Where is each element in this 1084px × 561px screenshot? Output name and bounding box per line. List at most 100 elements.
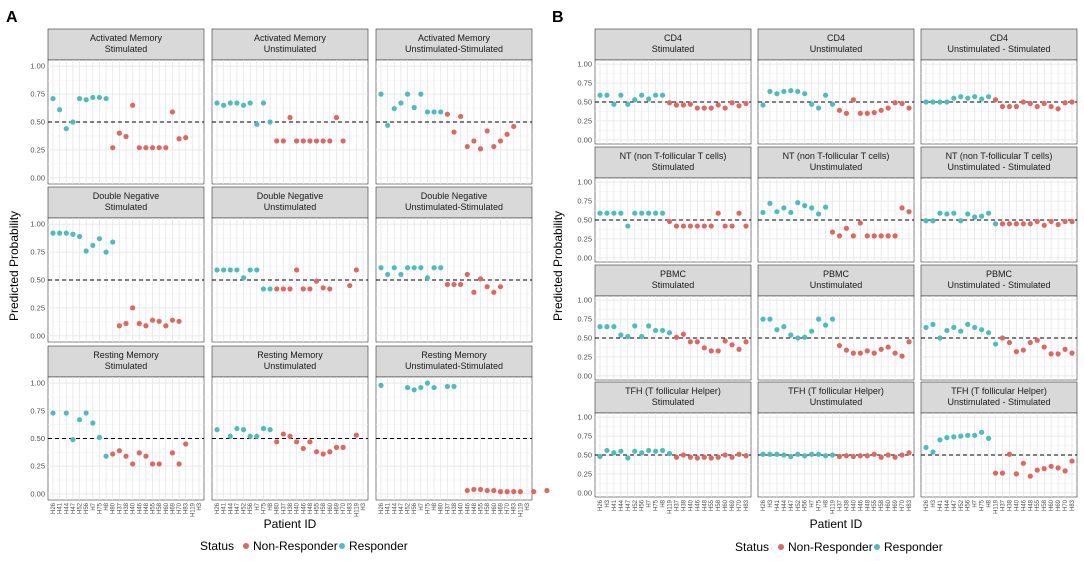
facet: TFH (T follicular Helper)Unstimulated <box>757 381 915 498</box>
point-responder <box>809 451 815 457</box>
point-non-responder <box>850 233 856 239</box>
legend-label-responder: Responder <box>349 539 408 553</box>
point-non-responder <box>136 320 142 327</box>
facet-title-line: Unstimulated-Stimulated <box>405 44 503 54</box>
facet: TFH (T follicular Helper)Stimulated 0.00 0… <box>577 381 752 498</box>
point-non-responder <box>843 110 850 116</box>
point-responder <box>90 94 96 101</box>
point-responder <box>760 451 766 457</box>
panel-b-y-axis-title: Predicted Probability <box>551 211 565 321</box>
x-tick-label: H40 <box>688 499 694 511</box>
point-non-responder <box>451 281 457 288</box>
x-tick-label: H41 <box>222 502 228 514</box>
point-non-responder <box>307 439 313 445</box>
point-non-responder <box>477 146 484 152</box>
point-non-responder <box>307 286 313 292</box>
point-non-responder <box>892 100 898 106</box>
point-non-responder <box>850 350 856 356</box>
facet-title-line: Resting Memory <box>257 350 323 360</box>
point-responder <box>802 203 808 209</box>
point-responder <box>83 410 89 416</box>
point-responder <box>944 435 950 441</box>
point-non-responder <box>110 145 116 151</box>
facet-strip <box>594 264 752 297</box>
point-responder <box>604 447 610 454</box>
point-responder <box>788 88 794 94</box>
point-responder <box>985 330 992 336</box>
point-non-responder <box>743 339 749 345</box>
x-tick-label: H7 <box>91 502 97 510</box>
point-responder <box>611 324 617 330</box>
point-non-responder <box>464 487 470 494</box>
x-tick-label: H69 <box>334 502 340 514</box>
facet-title-line: Stimulated <box>105 202 148 212</box>
point-responder <box>774 451 780 457</box>
facet-strip <box>920 146 1078 179</box>
facet-strip <box>757 381 915 414</box>
point-responder <box>958 328 964 334</box>
x-tick-label: H52 <box>959 499 965 511</box>
point-non-responder <box>1006 451 1013 457</box>
point-non-responder <box>340 444 346 450</box>
point-responder <box>103 249 109 255</box>
point-responder <box>221 102 227 108</box>
point-non-responder <box>864 233 870 239</box>
facet-title-line: CD4 <box>990 33 1008 43</box>
facet-title-line: Stimulated <box>652 44 695 54</box>
point-responder <box>767 451 773 457</box>
point-responder <box>70 437 76 443</box>
x-tick-label: H69 <box>1056 499 1062 511</box>
point-non-responder <box>736 451 742 457</box>
point-non-responder <box>143 453 149 459</box>
point-non-responder <box>708 223 714 229</box>
point-non-responder <box>708 455 714 461</box>
point-non-responder <box>843 347 850 353</box>
x-tick-label: H83 <box>184 502 190 514</box>
point-responder <box>788 332 794 338</box>
point-non-responder <box>333 444 340 450</box>
point-non-responder <box>673 454 680 460</box>
point-non-responder <box>857 453 863 459</box>
x-tick-label: H41 <box>58 502 64 514</box>
y-tick-label: 0.00 <box>577 371 592 380</box>
point-non-responder <box>680 223 687 229</box>
y-tick-label: 0.75 <box>577 315 592 324</box>
x-tick-label: H75 <box>817 499 823 511</box>
facet-title-line: TFH (T follicular Helper) <box>951 386 1047 396</box>
point-responder <box>424 380 431 386</box>
x-tick-label: H37 <box>281 502 287 514</box>
point-responder <box>639 450 645 456</box>
y-tick-label: 0.00 <box>30 489 45 498</box>
point-responder <box>234 425 240 432</box>
x-tick-label: H40 <box>1014 499 1020 511</box>
point-non-responder <box>871 233 877 239</box>
point-responder <box>90 242 96 249</box>
x-tick-label: H3 <box>605 499 611 507</box>
point-non-responder <box>722 452 728 458</box>
facet: TFH (T follicular Helper)Unstimulated - … <box>920 381 1078 498</box>
y-tick-label: 0.00 <box>577 135 592 144</box>
facet-title-line: Stimulated <box>105 361 148 371</box>
facet-title-line: Unstimulated - Stimulated <box>947 162 1050 172</box>
x-tick-label: H3 <box>361 502 367 510</box>
point-non-responder <box>1055 221 1061 228</box>
point-responder <box>816 451 822 457</box>
point-responder <box>666 450 673 457</box>
point-responder <box>103 453 109 459</box>
x-tick-label: H48 <box>144 502 150 514</box>
point-responder <box>795 335 801 341</box>
legend-title: Status <box>735 540 769 554</box>
point-non-responder <box>300 138 306 144</box>
point-non-responder <box>287 286 293 292</box>
facet: NT (non T-follicular T cells)Unstimulate… <box>757 146 915 263</box>
x-tick-label: H69 <box>498 502 504 514</box>
point-responder <box>923 218 929 224</box>
facet-title-line: PBMC <box>986 269 1013 279</box>
x-tick-label: H83 <box>744 499 750 511</box>
point-non-responder <box>694 455 700 461</box>
point-responder <box>260 100 267 106</box>
facet-title-line: NT (non T-follicular T cells) <box>946 151 1053 161</box>
